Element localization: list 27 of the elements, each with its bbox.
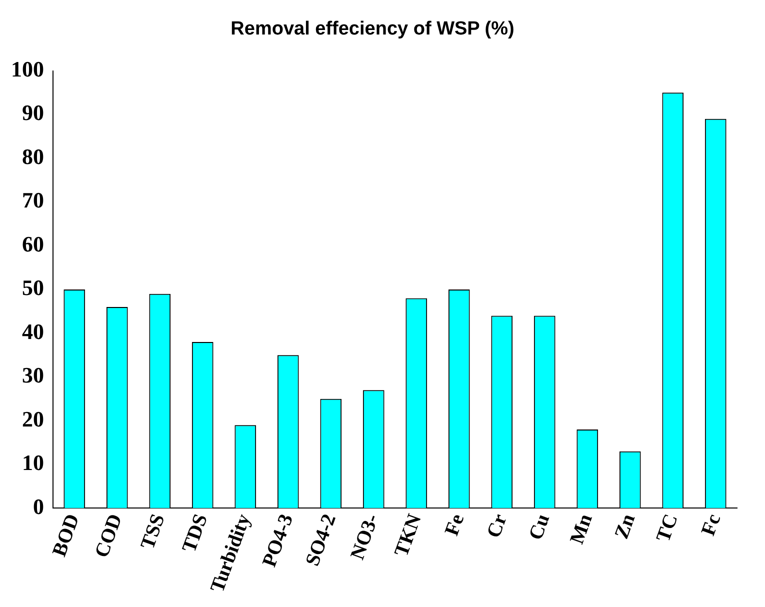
x-tick-label: TDS	[178, 511, 212, 556]
x-tick-label: SO4-2	[302, 511, 340, 569]
y-tick-label: 100	[11, 56, 44, 82]
y-tick-label: 0	[33, 494, 44, 519]
y-tick-label: 60	[22, 231, 44, 256]
x-tick-label: TC	[652, 511, 682, 545]
x-tick-label: TKN	[390, 510, 426, 560]
x-tick-label: PO4-3	[258, 511, 298, 570]
x-tick-label: TSS	[136, 511, 170, 552]
x-tick-label: Cr	[482, 511, 512, 541]
y-tick-label: 40	[22, 318, 44, 344]
x-tick-label: COD	[90, 511, 127, 561]
x-tick-label: Mn	[566, 511, 597, 547]
y-tick-label: 80	[22, 144, 44, 169]
chart-title: Removal effeciency of WSP (%)	[230, 18, 514, 40]
y-tick-label: 30	[22, 362, 44, 388]
x-tick-label: Cu	[524, 511, 554, 543]
y-tick-label: 50	[22, 275, 44, 300]
x-tick-label: Zn	[610, 511, 640, 542]
x-tick-label: BOD	[48, 511, 84, 560]
y-tick-label: 10	[22, 450, 44, 476]
x-tick-label: NO3-	[346, 511, 384, 563]
y-tick-label: 90	[22, 100, 44, 126]
y-tick-label: 70	[22, 188, 44, 213]
y-tick-label: 20	[22, 406, 44, 432]
x-tick-label: Fe	[440, 511, 469, 539]
x-tick-label: Fc	[697, 511, 726, 539]
